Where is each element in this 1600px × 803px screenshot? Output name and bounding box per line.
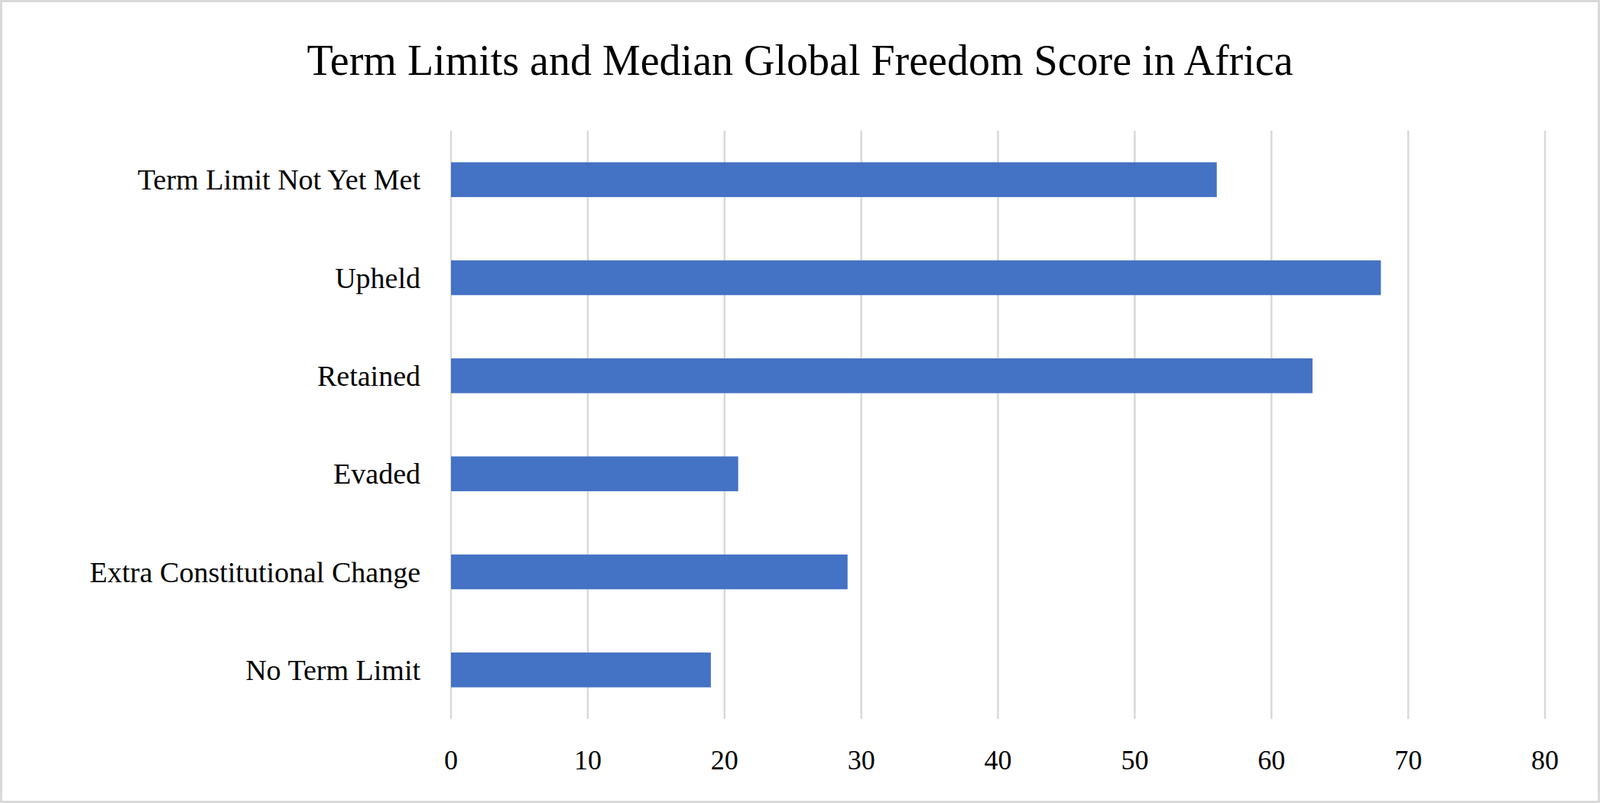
bars	[451, 162, 1381, 688]
tick-label: 10	[574, 745, 602, 776]
tick-label: 50	[1120, 745, 1149, 776]
bar	[451, 358, 1313, 394]
bar	[451, 162, 1218, 198]
grid-line	[1407, 130, 1410, 720]
grid-line	[1544, 130, 1547, 720]
category-label: Term Limit Not Yet Met	[137, 163, 421, 196]
grid-line	[1133, 130, 1136, 720]
tick-label: 0	[444, 745, 458, 776]
bar	[451, 260, 1381, 296]
tick-label: 70	[1394, 745, 1422, 776]
category-label: No Term Limit	[245, 654, 421, 687]
chart-border	[1, 1, 1600, 803]
category-label: Evaded	[333, 457, 421, 491]
category-label: Retained	[317, 360, 421, 393]
grid-line	[723, 130, 727, 720]
category-label: Upheld	[334, 262, 421, 295]
bar	[451, 652, 711, 689]
category-label: Extra Constitutional Change	[89, 556, 421, 589]
tick-label: 20	[710, 745, 739, 776]
grid-line	[860, 130, 863, 720]
grid-line	[450, 130, 453, 720]
grid-line	[996, 130, 1000, 720]
bar	[451, 554, 848, 591]
tick-label: 30	[847, 745, 876, 776]
grid-line	[1270, 130, 1273, 720]
bar	[451, 456, 739, 492]
title: Term Limits and Median Global Freedom Sc…	[307, 36, 1294, 85]
tick-label: 80	[1531, 745, 1559, 776]
tick-label: 60	[1257, 745, 1286, 776]
tick-label: 40	[984, 745, 1013, 776]
grid-line	[587, 130, 590, 720]
chart: Term Limits and Median Global Freedom Sc…	[0, 0, 1600, 803]
